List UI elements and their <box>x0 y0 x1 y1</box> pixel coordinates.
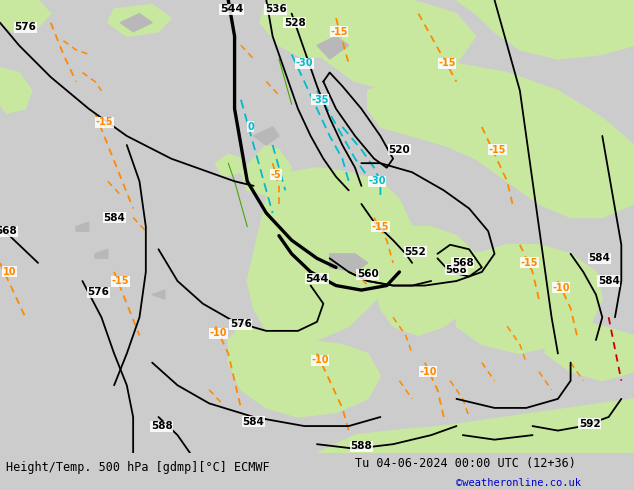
Text: -15: -15 <box>521 258 538 268</box>
Text: -10: -10 <box>311 355 329 366</box>
Text: 588: 588 <box>351 441 372 451</box>
Text: 568: 568 <box>0 226 17 236</box>
Text: 552: 552 <box>404 246 426 257</box>
Text: -15: -15 <box>96 118 113 127</box>
Polygon shape <box>216 154 241 177</box>
Text: -10: -10 <box>552 283 570 293</box>
Polygon shape <box>374 226 482 335</box>
Polygon shape <box>317 36 349 59</box>
Polygon shape <box>545 318 634 381</box>
Text: 520: 520 <box>389 145 410 154</box>
Text: -30: -30 <box>295 58 313 69</box>
Text: -15: -15 <box>489 145 507 154</box>
Text: -15: -15 <box>438 58 456 69</box>
Polygon shape <box>241 145 292 195</box>
Text: 568: 568 <box>446 265 467 275</box>
Text: 528: 528 <box>284 18 306 27</box>
Text: 584: 584 <box>103 213 125 222</box>
Text: 536: 536 <box>265 4 287 14</box>
Polygon shape <box>76 222 89 231</box>
Text: 584: 584 <box>598 276 619 286</box>
Text: 584: 584 <box>243 416 264 426</box>
Text: Tu 04-06-2024 00:00 UTC (12+36): Tu 04-06-2024 00:00 UTC (12+36) <box>355 457 576 470</box>
Polygon shape <box>247 168 412 344</box>
Text: 568: 568 <box>452 258 474 268</box>
Polygon shape <box>228 326 380 417</box>
Text: 588: 588 <box>151 421 172 431</box>
Polygon shape <box>456 245 602 354</box>
Text: 584: 584 <box>588 253 610 263</box>
Polygon shape <box>0 0 51 32</box>
Polygon shape <box>254 127 279 145</box>
Text: -30: -30 <box>368 176 386 186</box>
Polygon shape <box>304 0 476 91</box>
Text: -35: -35 <box>311 95 329 105</box>
Text: -15: -15 <box>372 221 389 232</box>
Text: -10: -10 <box>419 367 437 377</box>
Polygon shape <box>0 68 32 113</box>
Polygon shape <box>260 0 380 59</box>
Polygon shape <box>152 290 165 299</box>
Text: -15: -15 <box>330 27 348 37</box>
Text: ©weatheronline.co.uk: ©weatheronline.co.uk <box>456 478 581 489</box>
Polygon shape <box>95 249 108 258</box>
Polygon shape <box>456 0 634 59</box>
Text: -10: -10 <box>210 328 228 338</box>
Text: 544: 544 <box>220 4 243 14</box>
Text: 0: 0 <box>247 122 254 132</box>
Polygon shape <box>108 4 171 36</box>
Text: 576: 576 <box>230 319 252 329</box>
Polygon shape <box>330 254 368 272</box>
Text: 576: 576 <box>15 22 36 32</box>
Text: Height/Temp. 500 hPa [gdmp][°C] ECMWF: Height/Temp. 500 hPa [gdmp][°C] ECMWF <box>6 462 270 474</box>
Polygon shape <box>368 64 634 218</box>
Text: 592: 592 <box>579 419 600 429</box>
Polygon shape <box>317 399 634 453</box>
Text: 10: 10 <box>3 267 16 277</box>
Polygon shape <box>120 14 152 32</box>
Text: 544: 544 <box>306 274 328 284</box>
Text: -15: -15 <box>112 276 129 286</box>
Text: -5: -5 <box>271 170 281 179</box>
Text: 560: 560 <box>357 269 378 279</box>
Text: 576: 576 <box>87 287 109 297</box>
